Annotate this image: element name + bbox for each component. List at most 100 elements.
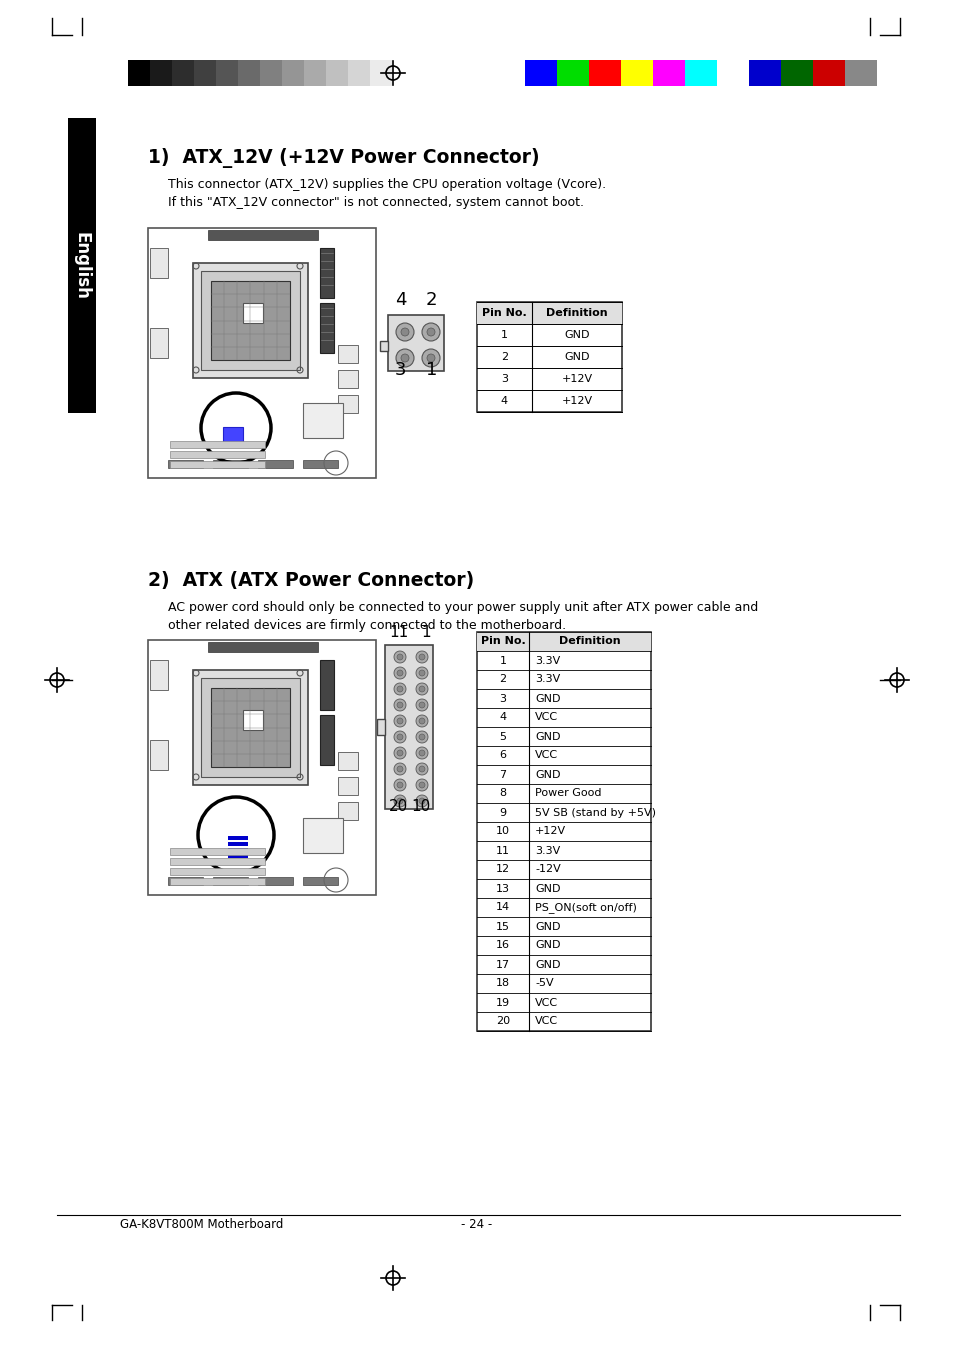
Text: - 24 -: - 24 - — [461, 1218, 492, 1232]
Bar — [243, 303, 263, 323]
Circle shape — [396, 670, 402, 676]
Text: GND: GND — [563, 353, 589, 362]
Bar — [213, 878, 248, 886]
Text: Definition: Definition — [558, 637, 620, 646]
Text: 17: 17 — [496, 960, 510, 969]
Text: 2: 2 — [499, 674, 506, 685]
Text: 13: 13 — [496, 883, 510, 894]
Circle shape — [396, 654, 402, 660]
Circle shape — [427, 354, 435, 362]
Circle shape — [418, 734, 424, 740]
Circle shape — [396, 717, 402, 724]
Text: -12V: -12V — [535, 864, 560, 875]
Text: 11: 11 — [496, 845, 510, 856]
Circle shape — [394, 731, 406, 743]
Text: 10: 10 — [496, 826, 510, 836]
Text: 1)  ATX_12V (+12V Power Connector): 1) ATX_12V (+12V Power Connector) — [148, 148, 539, 168]
Text: other related devices are firmly connected to the motherboard.: other related devices are firmly connect… — [168, 619, 565, 633]
Bar — [337, 802, 357, 820]
Text: GA-K8VT800M Motherboard: GA-K8VT800M Motherboard — [120, 1218, 283, 1232]
Text: GND: GND — [535, 731, 560, 742]
Bar — [476, 302, 621, 412]
Bar — [208, 230, 317, 240]
Bar — [68, 118, 96, 413]
Bar — [193, 670, 308, 785]
Text: 2: 2 — [500, 353, 508, 362]
Circle shape — [394, 715, 406, 727]
Bar — [193, 262, 308, 378]
Bar — [148, 639, 375, 895]
Text: English: English — [73, 232, 91, 299]
Bar — [319, 715, 334, 765]
Bar — [303, 402, 343, 437]
Bar — [150, 248, 168, 279]
Text: 1: 1 — [421, 625, 431, 639]
Bar — [211, 688, 290, 767]
Text: 3: 3 — [395, 361, 406, 380]
Bar — [150, 328, 168, 358]
Circle shape — [396, 734, 402, 740]
Bar — [260, 61, 282, 86]
Text: +12V: +12V — [561, 396, 592, 406]
Circle shape — [418, 703, 424, 708]
Bar — [170, 848, 265, 855]
Text: Pin No.: Pin No. — [480, 637, 525, 646]
Bar — [168, 460, 203, 468]
Bar — [319, 248, 334, 297]
Circle shape — [400, 328, 409, 336]
Circle shape — [416, 715, 428, 727]
Bar — [228, 843, 248, 847]
Text: 15: 15 — [496, 922, 510, 931]
Bar — [257, 460, 293, 468]
Circle shape — [395, 349, 414, 367]
Text: 8: 8 — [499, 789, 506, 798]
Bar — [170, 868, 265, 875]
Circle shape — [416, 779, 428, 791]
Bar — [337, 752, 357, 770]
Bar — [257, 878, 293, 886]
Bar — [781, 61, 812, 86]
Circle shape — [394, 682, 406, 695]
Text: 16: 16 — [496, 941, 510, 950]
Circle shape — [416, 668, 428, 678]
Text: 18: 18 — [496, 979, 510, 988]
Bar — [337, 370, 357, 388]
Text: 1: 1 — [425, 361, 436, 380]
Text: This connector (ATX_12V) supplies the CPU operation voltage (Vcore).: This connector (ATX_12V) supplies the CP… — [168, 178, 605, 191]
Bar — [211, 281, 290, 359]
Bar — [524, 61, 557, 86]
Text: GND: GND — [535, 693, 560, 704]
Bar — [812, 61, 844, 86]
Bar — [348, 61, 370, 86]
Circle shape — [421, 323, 439, 341]
Text: GND: GND — [535, 770, 560, 779]
Text: GND: GND — [535, 960, 560, 969]
Bar — [684, 61, 717, 86]
Text: Definition: Definition — [546, 308, 607, 318]
Bar — [337, 345, 357, 363]
Bar — [128, 61, 150, 86]
Text: 1: 1 — [499, 656, 506, 665]
Text: 5V SB (stand by +5V): 5V SB (stand by +5V) — [535, 808, 656, 817]
Text: 3: 3 — [499, 693, 506, 704]
Circle shape — [394, 763, 406, 775]
Bar — [282, 61, 304, 86]
Text: 1: 1 — [500, 330, 507, 341]
Text: 20: 20 — [496, 1016, 510, 1027]
Text: 9: 9 — [499, 808, 506, 817]
Circle shape — [394, 668, 406, 678]
Bar — [476, 633, 650, 1031]
Text: GND: GND — [535, 941, 560, 950]
Bar — [170, 441, 265, 448]
Text: 2: 2 — [425, 291, 436, 310]
Bar — [193, 61, 215, 86]
Circle shape — [394, 747, 406, 759]
Bar — [748, 61, 781, 86]
Circle shape — [395, 323, 414, 341]
Bar — [303, 460, 337, 468]
Circle shape — [416, 731, 428, 743]
Circle shape — [416, 747, 428, 759]
Bar — [228, 848, 248, 852]
Bar — [844, 61, 876, 86]
Bar — [243, 709, 263, 730]
